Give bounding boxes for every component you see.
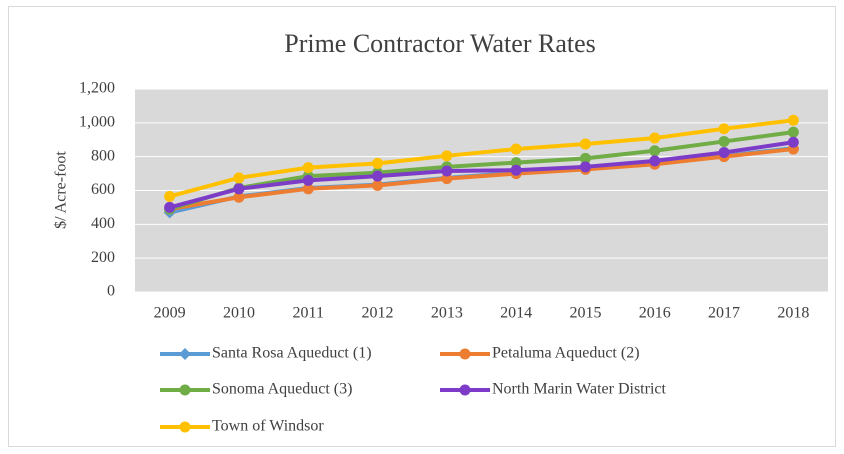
data-point [579,152,591,164]
y-tick-label: 400 [91,215,115,232]
data-point [372,170,384,182]
data-point [233,172,245,184]
data-point [510,143,522,155]
data-point [441,165,453,177]
data-point [579,138,591,150]
data-point [649,132,661,144]
data-point [718,135,730,147]
series-line [169,140,794,210]
data-point [372,179,384,191]
data-point [233,191,245,203]
x-tick-label: 2015 [569,305,601,322]
x-tick-label: 2013 [431,305,463,322]
data-point [441,173,453,185]
y-tick-label: 1,200 [79,80,115,97]
y-tick-label: 600 [91,181,115,198]
x-tick-label: 2018 [777,305,809,322]
data-point [718,146,730,158]
legend-marker [459,348,471,360]
data-point [302,174,314,186]
y-axis-label: $/ Acre-foot [53,151,70,229]
series-line [169,118,794,199]
legend-marker [459,384,471,396]
data-point [649,155,661,167]
data-point [787,126,799,138]
x-tick-label: 2014 [500,305,532,322]
legend-label: Town of Windsor [212,418,324,435]
x-tick-label: 2009 [154,305,186,322]
legend-label: Sonoma Aqueduct (3) [212,381,352,398]
y-tick-label: 0 [107,283,115,300]
data-point [441,150,453,162]
legend-label: Petaluma Aqueduct (2) [492,345,640,362]
data-point [649,145,661,157]
data-point [787,136,799,148]
legend-marker [179,421,191,433]
data-point [233,183,245,195]
data-point [510,164,522,176]
x-tick-label: 2011 [293,305,324,322]
legend-label: North Marin Water District [492,381,666,398]
y-tick-label: 1,000 [79,114,115,131]
data-point [510,157,522,169]
data-point [302,162,314,174]
series-line [169,130,794,212]
x-tick-label: 2016 [639,305,671,322]
data-point [718,123,730,135]
y-tick-label: 800 [91,147,115,164]
legend-marker [179,384,191,396]
data-point [164,190,176,202]
y-tick-label: 200 [91,249,115,266]
legend-label: Santa Rosa Aqueduct (1) [212,345,372,362]
data-point [302,183,314,195]
series-line [169,147,794,212]
data-point [787,114,799,126]
legend-marker [179,348,191,360]
x-tick-label: 2017 [708,305,740,322]
data-point [579,161,591,173]
x-tick-label: 2010 [223,305,255,322]
x-tick-label: 2012 [362,305,394,322]
data-point [372,157,384,169]
chart-title: Prime Contractor Water Rates [284,29,596,58]
data-point [164,201,176,213]
